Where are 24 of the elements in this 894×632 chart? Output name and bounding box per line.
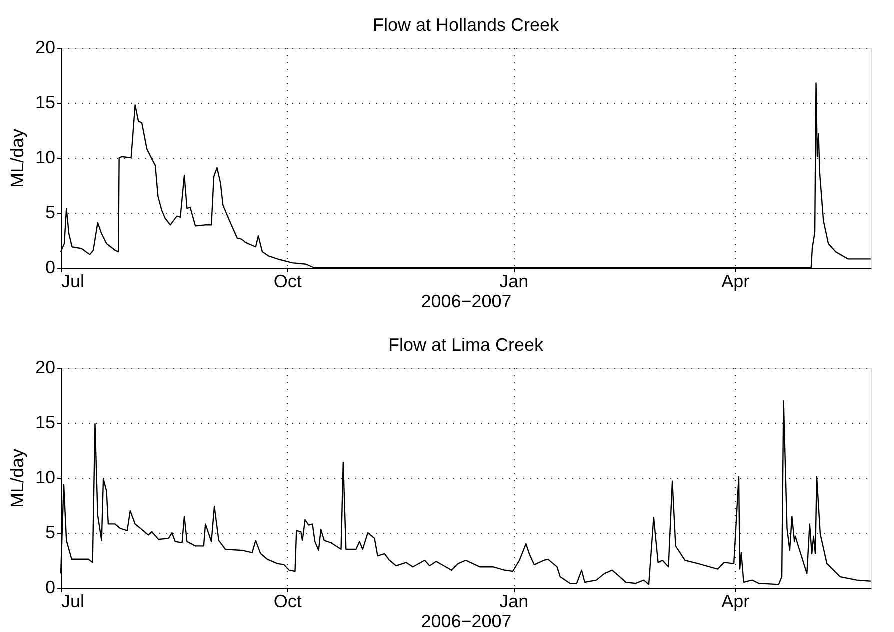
x-axis-title: 2006−2007 bbox=[421, 292, 512, 312]
x-tick-label: Oct bbox=[274, 592, 302, 612]
y-axis-title: ML/day bbox=[7, 128, 28, 188]
x-tick-label: Jul bbox=[62, 592, 85, 612]
y-tick-label: 0 bbox=[45, 258, 56, 278]
y-axis-title: ML/day bbox=[7, 448, 28, 508]
x-axis-title: 2006−2007 bbox=[421, 612, 512, 632]
y-tick-label: 15 bbox=[35, 92, 56, 112]
chart-title: Flow at Hollands Creek bbox=[372, 15, 560, 35]
y-tick-label: 15 bbox=[35, 412, 56, 432]
y-tick-label: 20 bbox=[35, 38, 56, 58]
chart-title: Flow at Lima Creek bbox=[388, 335, 545, 355]
x-tick-label: Jul bbox=[62, 272, 85, 292]
y-tick-label: 10 bbox=[35, 468, 56, 488]
y-tick-label: 10 bbox=[35, 148, 56, 168]
y-tick-label: 0 bbox=[45, 578, 56, 598]
x-tick-label: Jan bbox=[500, 272, 529, 292]
x-tick-label: Jan bbox=[500, 592, 529, 612]
y-tick-label: 5 bbox=[45, 202, 56, 222]
x-tick-label: Apr bbox=[722, 592, 750, 612]
x-tick-label: Apr bbox=[722, 272, 750, 292]
y-tick-label: 5 bbox=[45, 522, 56, 542]
x-tick-label: Oct bbox=[274, 272, 302, 292]
y-tick-label: 20 bbox=[35, 358, 56, 378]
